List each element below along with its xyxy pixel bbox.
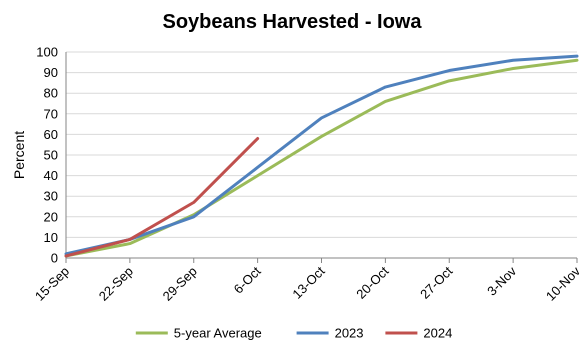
grid-layer bbox=[66, 51, 577, 259]
y-tick-label: 40 bbox=[44, 168, 58, 183]
y-tick-label: 10 bbox=[44, 230, 58, 245]
y-tick-label: 30 bbox=[44, 189, 58, 204]
x-tick-label: 20-Oct bbox=[353, 263, 391, 301]
y-tick-label: 100 bbox=[36, 45, 58, 60]
legend-label: 5-year Average bbox=[174, 326, 262, 341]
y-tick-label: 80 bbox=[44, 86, 58, 101]
x-tick-label: 29-Sep bbox=[160, 264, 200, 304]
x-tick-label: 15-Sep bbox=[32, 264, 72, 304]
y-tick-label: 50 bbox=[44, 148, 58, 163]
legend: 5-year Average 2023 2024 bbox=[135, 326, 452, 341]
series-line-5-year-average bbox=[64, 58, 579, 258]
chart-title: Soybeans Harvested - Iowa bbox=[163, 11, 423, 33]
y-tick-label: 70 bbox=[44, 106, 58, 121]
x-tick-label: 22-Sep bbox=[96, 264, 136, 304]
series-layer bbox=[64, 54, 579, 258]
x-tick-label: 10-Nov bbox=[543, 263, 584, 304]
legend-label: 2023 bbox=[335, 326, 364, 341]
y-tick-label: 60 bbox=[44, 127, 58, 142]
series-line-2023 bbox=[64, 54, 579, 256]
axis-layer: 0 10 20 30 40 50 60 70 80 90 100 15-Sep 22-Sep 29-Sep… bbox=[32, 45, 584, 304]
x-tick-label: 6-Oct bbox=[231, 263, 264, 296]
x-tick-label: 3-Nov bbox=[484, 263, 519, 298]
y-axis-label: Percent bbox=[11, 131, 27, 179]
series-line-2024 bbox=[64, 137, 260, 258]
x-tick-label: 27-Oct bbox=[417, 263, 455, 301]
x-tick-label: 13-Oct bbox=[289, 263, 327, 301]
legend-label: 2024 bbox=[423, 326, 452, 341]
y-tick-label: 20 bbox=[44, 209, 58, 224]
y-tick-label: 0 bbox=[51, 251, 58, 266]
y-tick-label: 90 bbox=[44, 65, 58, 80]
